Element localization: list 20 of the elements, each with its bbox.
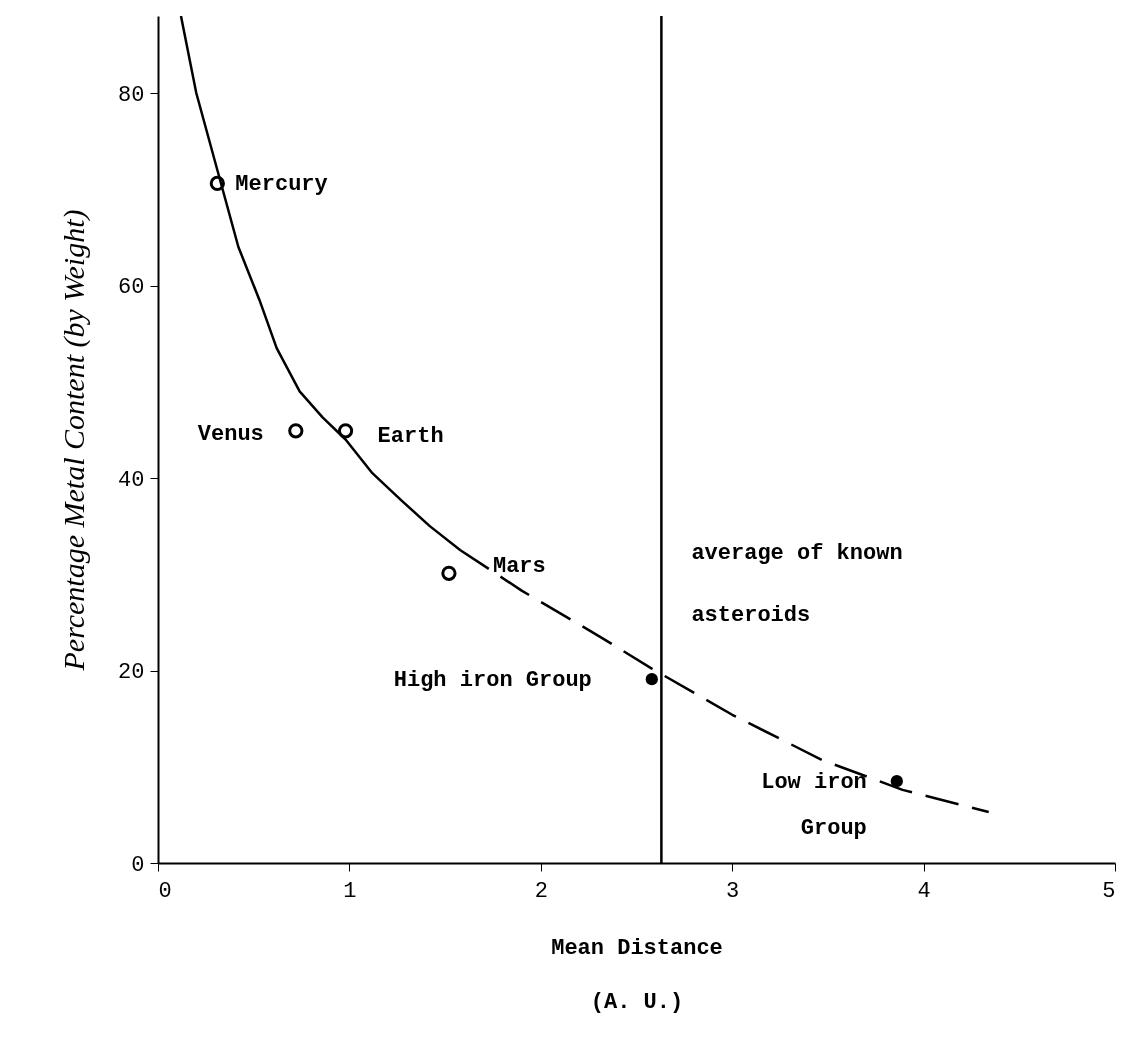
x-tick-label: 3 bbox=[726, 878, 740, 904]
y-tick-label: 40 bbox=[118, 467, 145, 493]
text: Mean Distance (A. U.) bbox=[551, 935, 723, 1015]
y-tick-label: 60 bbox=[118, 275, 145, 300]
y-tick-label: 20 bbox=[118, 660, 145, 685]
annotation: High iron Group bbox=[393, 668, 592, 694]
annotation: Earth bbox=[377, 423, 444, 449]
x-tick-label: 2 bbox=[534, 878, 548, 904]
annotation: Low iron Group bbox=[761, 770, 867, 842]
text: average of known asteroids bbox=[691, 541, 903, 628]
y-tick-label: 80 bbox=[118, 82, 145, 108]
annotation: Venus bbox=[197, 421, 264, 447]
y-axis-title: Percentage Metal Content (by Weight) bbox=[57, 209, 92, 672]
x-tick-label: 4 bbox=[917, 878, 931, 904]
annotation: Mercury bbox=[235, 172, 328, 198]
y-tick-label: 0 bbox=[131, 852, 145, 878]
x-tick-label: 0 bbox=[158, 878, 172, 904]
x-tick-label: 5 bbox=[1102, 878, 1116, 904]
annotation: Mars bbox=[492, 554, 546, 580]
x-tick-label: 1 bbox=[343, 878, 357, 904]
